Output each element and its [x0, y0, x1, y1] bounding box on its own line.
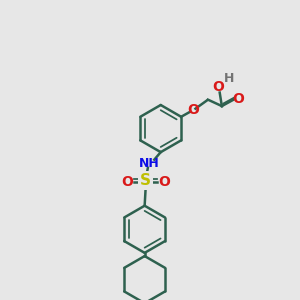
Text: H: H	[224, 72, 235, 85]
Text: O: O	[213, 80, 225, 94]
Text: S: S	[140, 173, 151, 188]
Text: NH: NH	[139, 158, 159, 170]
Text: O: O	[158, 175, 170, 189]
Text: O: O	[232, 92, 244, 106]
Text: O: O	[187, 103, 199, 117]
Text: O: O	[122, 175, 134, 189]
